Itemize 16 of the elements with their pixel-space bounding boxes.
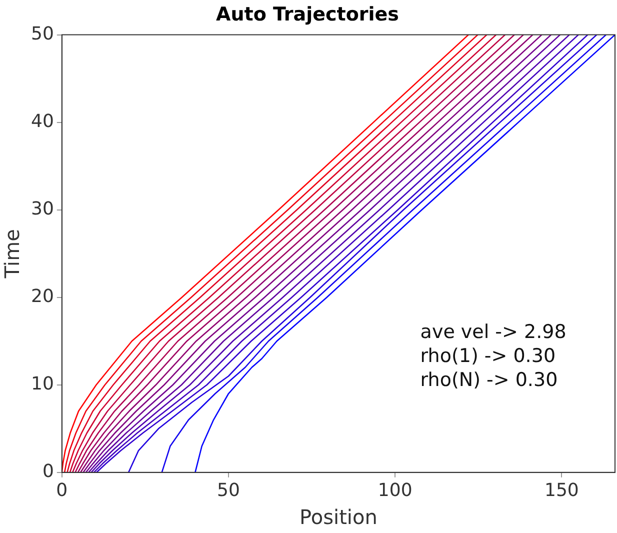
annotation: rho(1) -> 0.30 bbox=[420, 345, 556, 368]
x-axis-title: Position bbox=[300, 505, 378, 530]
chart-title: Auto Trajectories bbox=[216, 3, 399, 26]
annotation: rho(N) -> 0.30 bbox=[420, 369, 558, 392]
x-tick-label: 50 bbox=[217, 480, 240, 501]
y-tick-label: 30 bbox=[31, 198, 54, 220]
x-tick-label: 150 bbox=[544, 480, 579, 501]
y-tick-label: 0 bbox=[42, 461, 54, 482]
y-axis-title: Time bbox=[0, 229, 24, 280]
annotation: ave vel -> 2.98 bbox=[420, 321, 566, 344]
y-tick-label: 10 bbox=[31, 374, 54, 395]
y-tick-label: 20 bbox=[31, 286, 54, 308]
y-tick-label: 50 bbox=[31, 23, 54, 44]
x-tick-label: 100 bbox=[378, 480, 412, 501]
y-tick-label: 40 bbox=[31, 110, 54, 132]
x-tick-label: 0 bbox=[56, 480, 68, 501]
